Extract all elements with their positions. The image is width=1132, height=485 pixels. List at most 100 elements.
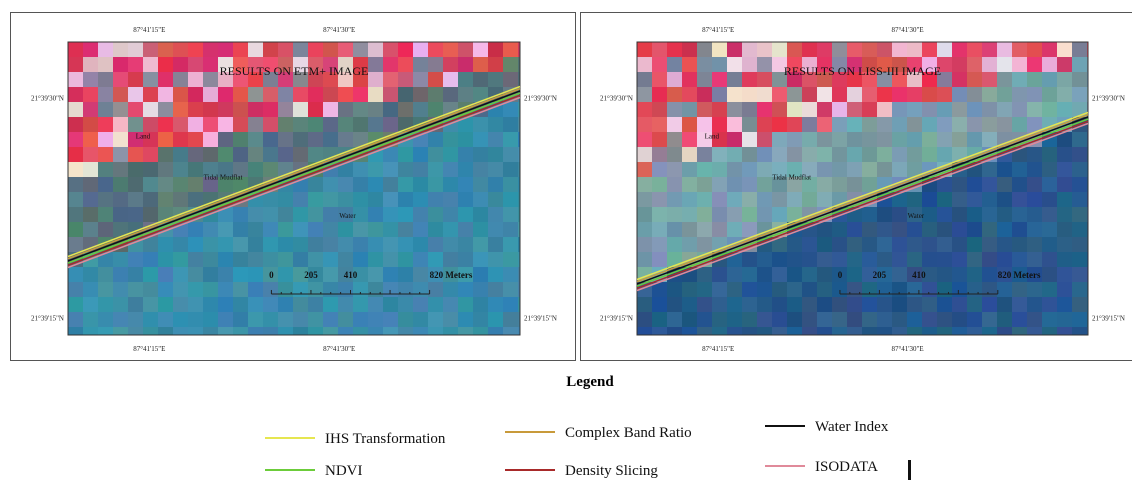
scale-label: 205	[873, 270, 887, 280]
pixel	[503, 42, 518, 57]
pixel	[413, 267, 428, 282]
x-coord: 87°41'30"E	[323, 345, 355, 353]
pixel	[1012, 312, 1027, 327]
pixel	[233, 147, 248, 162]
pixel	[637, 132, 652, 147]
pixel	[368, 222, 383, 237]
pixel	[113, 252, 128, 267]
pixel	[1072, 102, 1087, 117]
pixel	[742, 72, 757, 87]
pixel	[398, 192, 413, 207]
pixel	[652, 207, 667, 222]
pixel	[128, 42, 143, 57]
region-label: Water	[908, 212, 925, 220]
pixel	[338, 222, 353, 237]
pixel	[802, 42, 817, 57]
pixel	[173, 267, 188, 282]
pixel	[667, 312, 682, 327]
pixel	[1042, 222, 1057, 237]
pixel	[937, 147, 952, 162]
pixel	[458, 222, 473, 237]
pixel	[787, 42, 802, 57]
pixel	[847, 147, 862, 162]
pixel	[278, 117, 293, 132]
pixel	[353, 327, 368, 335]
pixel	[443, 147, 458, 162]
pixel	[682, 192, 697, 207]
pixel	[353, 282, 368, 297]
pixel	[83, 132, 98, 147]
pixel	[907, 117, 922, 132]
pixel	[727, 57, 742, 72]
pixel	[637, 57, 652, 72]
pixel	[1027, 177, 1042, 192]
pixel	[173, 57, 188, 72]
pixel	[323, 252, 338, 267]
pixel	[233, 42, 248, 57]
pixel	[922, 102, 937, 117]
pixel	[967, 72, 982, 87]
pixel	[907, 297, 922, 312]
pixel	[473, 162, 488, 177]
pixel	[413, 327, 428, 335]
pixel	[113, 162, 128, 177]
pixel	[173, 237, 188, 252]
pixel	[982, 117, 997, 132]
pixel	[473, 72, 488, 87]
pixel	[697, 222, 712, 237]
pixel	[68, 72, 83, 87]
pixel	[892, 42, 907, 57]
pixel	[473, 207, 488, 222]
pixel	[413, 312, 428, 327]
pixel	[218, 222, 233, 237]
pixel	[832, 132, 847, 147]
pixel	[682, 117, 697, 132]
panel-title: RESULTS ON LISS-III IMAGE	[784, 64, 941, 78]
pixel	[742, 207, 757, 222]
pixel	[218, 237, 233, 252]
pixel	[907, 132, 922, 147]
pixel	[278, 252, 293, 267]
pixel	[802, 117, 817, 132]
pixel	[143, 327, 158, 335]
pixel	[772, 252, 787, 267]
pixel	[383, 72, 398, 87]
pixel	[742, 147, 757, 162]
pixel	[68, 207, 83, 222]
pixel	[937, 222, 952, 237]
pixel	[787, 102, 802, 117]
region-label: Land	[136, 133, 151, 141]
pixel	[742, 192, 757, 207]
pixel	[443, 237, 458, 252]
pixel	[203, 267, 218, 282]
region-label: Tidal Mudflat	[204, 174, 243, 182]
pixel	[323, 237, 338, 252]
pixel	[817, 132, 832, 147]
pixel	[83, 102, 98, 117]
pixel	[368, 252, 383, 267]
pixel	[98, 57, 113, 72]
pixel	[757, 177, 772, 192]
pixel	[338, 102, 353, 117]
pixel	[473, 267, 488, 282]
pixel	[248, 162, 263, 177]
pixel	[128, 312, 143, 327]
pixel	[128, 207, 143, 222]
pixel	[473, 132, 488, 147]
pixel	[997, 57, 1012, 72]
pixel	[787, 237, 802, 252]
pixel	[503, 252, 518, 267]
pixel	[652, 132, 667, 147]
pixel	[68, 147, 83, 162]
pixel	[667, 42, 682, 57]
pixel	[233, 267, 248, 282]
pixel	[98, 42, 113, 57]
pixel	[997, 102, 1012, 117]
pixel	[1072, 192, 1087, 207]
pixel	[263, 117, 278, 132]
pixel	[1027, 192, 1042, 207]
pixel	[293, 222, 308, 237]
pixel	[128, 252, 143, 267]
pixel	[802, 252, 817, 267]
pixel	[218, 312, 233, 327]
